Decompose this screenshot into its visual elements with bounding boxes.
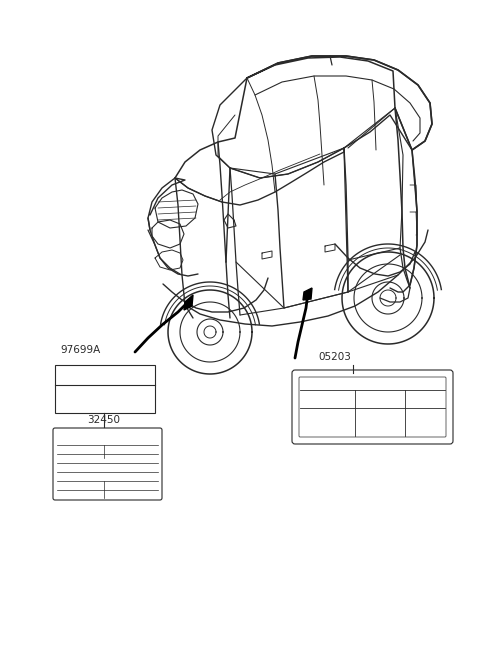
FancyBboxPatch shape	[292, 370, 453, 444]
Text: 32450: 32450	[87, 415, 120, 425]
Text: 97699A: 97699A	[60, 345, 100, 355]
Polygon shape	[184, 295, 193, 310]
Bar	[55, 365, 155, 413]
FancyBboxPatch shape	[53, 428, 162, 500]
Polygon shape	[303, 288, 312, 300]
Text: 05203: 05203	[318, 352, 351, 362]
FancyBboxPatch shape	[299, 377, 446, 437]
